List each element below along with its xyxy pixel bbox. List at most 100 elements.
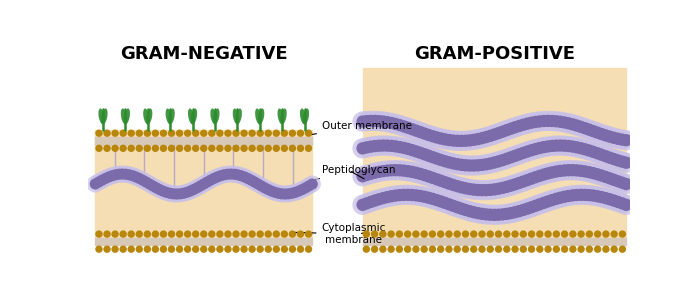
- Circle shape: [430, 128, 451, 149]
- Circle shape: [120, 245, 127, 253]
- Circle shape: [558, 191, 570, 203]
- Circle shape: [517, 198, 538, 219]
- Circle shape: [595, 128, 608, 140]
- Ellipse shape: [280, 108, 287, 124]
- Circle shape: [566, 137, 587, 157]
- Circle shape: [484, 157, 496, 170]
- Circle shape: [566, 185, 587, 205]
- Ellipse shape: [300, 108, 307, 124]
- Circle shape: [265, 129, 272, 137]
- Circle shape: [546, 136, 566, 156]
- Circle shape: [468, 155, 488, 176]
- Circle shape: [373, 136, 393, 156]
- Ellipse shape: [188, 108, 195, 124]
- Circle shape: [587, 189, 599, 202]
- Circle shape: [480, 184, 492, 196]
- Circle shape: [529, 166, 550, 186]
- Circle shape: [562, 164, 575, 176]
- Circle shape: [488, 128, 500, 141]
- Circle shape: [492, 178, 513, 198]
- Circle shape: [439, 130, 459, 150]
- Circle shape: [377, 165, 389, 177]
- Circle shape: [100, 168, 118, 185]
- Ellipse shape: [213, 108, 220, 124]
- Circle shape: [509, 144, 529, 164]
- Circle shape: [554, 140, 566, 152]
- Circle shape: [410, 167, 422, 179]
- Circle shape: [393, 160, 414, 181]
- Circle shape: [533, 111, 554, 131]
- Circle shape: [608, 129, 628, 149]
- Circle shape: [608, 174, 620, 186]
- Circle shape: [224, 230, 232, 238]
- Circle shape: [533, 115, 546, 128]
- Circle shape: [373, 111, 393, 132]
- Circle shape: [422, 168, 443, 188]
- Circle shape: [616, 197, 628, 209]
- Circle shape: [124, 169, 134, 180]
- Circle shape: [439, 133, 452, 145]
- Circle shape: [459, 155, 480, 176]
- Circle shape: [430, 152, 443, 165]
- Circle shape: [570, 141, 583, 153]
- Circle shape: [439, 176, 452, 188]
- Circle shape: [412, 230, 419, 238]
- Circle shape: [144, 178, 155, 189]
- Circle shape: [147, 180, 158, 192]
- Circle shape: [304, 176, 321, 192]
- Circle shape: [352, 195, 373, 215]
- Circle shape: [262, 184, 274, 195]
- Circle shape: [486, 230, 494, 238]
- Circle shape: [410, 164, 430, 184]
- Circle shape: [208, 245, 216, 253]
- Circle shape: [454, 245, 461, 253]
- Circle shape: [575, 161, 595, 181]
- Circle shape: [443, 130, 463, 151]
- Ellipse shape: [191, 108, 197, 124]
- Circle shape: [168, 188, 178, 199]
- Circle shape: [124, 167, 141, 184]
- Circle shape: [521, 202, 533, 215]
- Circle shape: [570, 189, 583, 201]
- Circle shape: [379, 230, 386, 238]
- Circle shape: [253, 178, 264, 189]
- Circle shape: [612, 172, 632, 193]
- Circle shape: [418, 191, 430, 203]
- Circle shape: [529, 194, 550, 214]
- Circle shape: [215, 170, 226, 181]
- Circle shape: [562, 160, 583, 180]
- Circle shape: [419, 125, 439, 145]
- Circle shape: [168, 129, 175, 137]
- Circle shape: [389, 160, 410, 180]
- Circle shape: [160, 245, 167, 253]
- Circle shape: [414, 124, 435, 144]
- Circle shape: [476, 204, 496, 225]
- Circle shape: [599, 127, 620, 147]
- Circle shape: [569, 245, 577, 253]
- Circle shape: [382, 136, 402, 156]
- Circle shape: [517, 170, 538, 190]
- Circle shape: [113, 169, 125, 180]
- Circle shape: [578, 230, 584, 238]
- Circle shape: [248, 230, 256, 238]
- Ellipse shape: [277, 108, 284, 124]
- Circle shape: [583, 163, 603, 183]
- Circle shape: [452, 155, 472, 175]
- Circle shape: [249, 176, 267, 192]
- Circle shape: [566, 164, 579, 176]
- Circle shape: [480, 205, 500, 225]
- Circle shape: [558, 140, 570, 152]
- Circle shape: [546, 111, 566, 132]
- Circle shape: [127, 144, 135, 152]
- Circle shape: [410, 145, 422, 158]
- Circle shape: [356, 137, 377, 158]
- Bar: [95, 137, 312, 144]
- Circle shape: [352, 111, 373, 132]
- Circle shape: [134, 172, 151, 189]
- Circle shape: [459, 179, 480, 199]
- Circle shape: [562, 136, 583, 157]
- Circle shape: [575, 118, 595, 138]
- Circle shape: [583, 124, 595, 136]
- Circle shape: [360, 192, 381, 212]
- Circle shape: [195, 176, 212, 192]
